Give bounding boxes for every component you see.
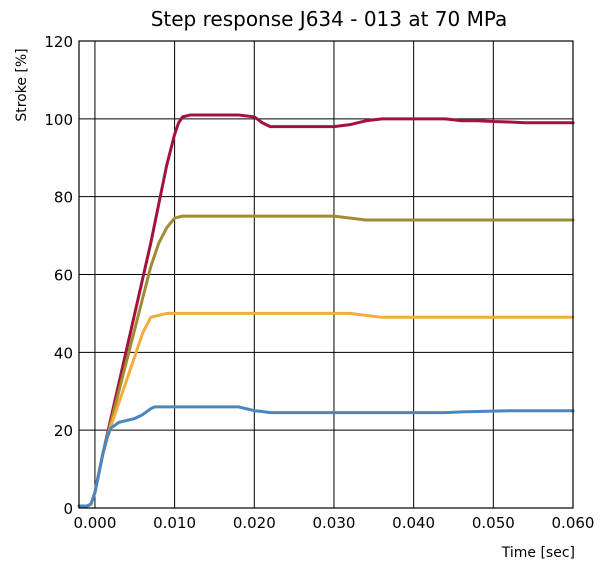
series-line-0	[77, 113, 575, 508]
series-line-2	[77, 311, 575, 508]
x-tick-label: 0.010	[153, 514, 196, 532]
x-tick-label: 0.050	[472, 514, 515, 532]
grid	[79, 40, 574, 509]
y-tick-label: 20	[54, 422, 73, 440]
series-layer	[77, 113, 575, 508]
x-tick-label: 0.000	[73, 514, 116, 532]
chart-title: Step response J634 - 013 at 70 MPa	[151, 7, 508, 31]
x-tick-label: 0.040	[392, 514, 435, 532]
x-tick-label: 0.060	[552, 514, 595, 532]
y-tick-label: 100	[44, 111, 73, 129]
x-tick-label: 0.020	[233, 514, 276, 532]
y-axis-label: Stroke [%]	[14, 48, 30, 121]
y-tick-label: 60	[54, 267, 73, 285]
series-line-1	[77, 214, 575, 508]
y-tick-label: 0	[63, 500, 73, 518]
y-tick-label: 40	[54, 344, 73, 362]
y-tick-label: 120	[44, 33, 73, 51]
series-line-3	[77, 405, 575, 508]
x-axis-label: Time [sec]	[501, 545, 575, 561]
y-tick-label: 80	[54, 189, 73, 207]
x-tick-label: 0.030	[312, 514, 355, 532]
plot-frame	[78, 40, 574, 509]
tick-labels: 0.000 0.010 0.020 0.030 0.040 0.050 0.060 0 20 40…	[44, 33, 594, 532]
